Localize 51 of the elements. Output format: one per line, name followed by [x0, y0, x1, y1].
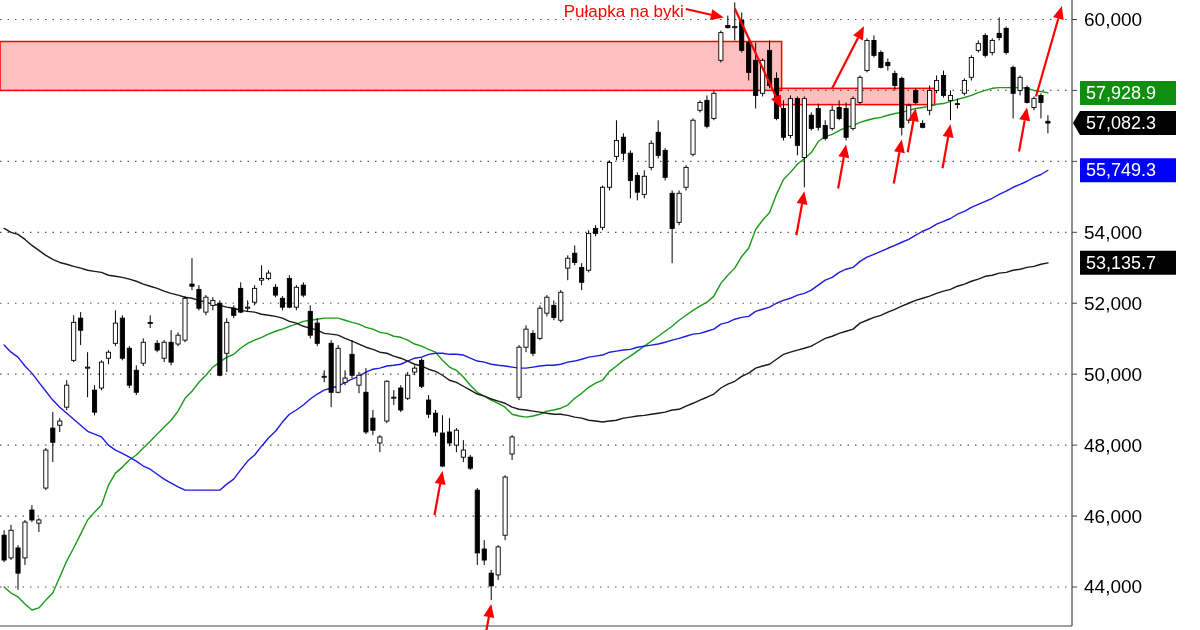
candlestick: [426, 394, 432, 419]
candlestick: [460, 439, 466, 463]
candlestick: [140, 337, 146, 367]
text: 53,135.7: [1086, 252, 1157, 273]
candlestick: [92, 384, 98, 416]
candlestick: [927, 84, 933, 116]
y-tick-label: 46,000: [1084, 505, 1143, 527]
y-tick-label: 50,000: [1084, 363, 1143, 385]
candlestick: [64, 379, 70, 411]
text: 55,749.3: [1086, 160, 1157, 181]
candlestick: [579, 262, 585, 291]
candlestick: [78, 311, 84, 346]
candlestick: [641, 169, 647, 199]
candlestick: [1045, 114, 1051, 134]
candlestick: [481, 539, 487, 566]
candlestick: [683, 164, 689, 191]
candlestick: [572, 244, 578, 266]
candlestick: [259, 264, 265, 286]
line-series: [3, 227, 1049, 423]
candlestick: [613, 119, 619, 161]
candlestick: [982, 32, 988, 58]
y-tick-label: 60,000: [1084, 9, 1143, 31]
line-series: [3, 169, 1049, 491]
annotation: Pułapka na byki: [563, 2, 684, 21]
text: 57,928.9: [1086, 82, 1157, 103]
y-tick-label: 48,000: [1084, 434, 1143, 456]
candlestick: [433, 409, 439, 437]
candlestick: [620, 132, 626, 161]
candlestick: [405, 371, 411, 401]
candlestick: [252, 284, 258, 306]
candlestick: [189, 257, 195, 291]
candlestick: [565, 254, 571, 281]
candlestick: [968, 54, 974, 82]
candlestick: [808, 111, 814, 132]
candlestick: [377, 434, 383, 453]
y-tick-label: 54,000: [1084, 221, 1143, 243]
candlestick: [947, 89, 954, 121]
candlestick: [85, 351, 91, 398]
y-tick-label: 52,000: [1084, 292, 1143, 314]
candlestick: [238, 281, 244, 314]
candlestick: [112, 309, 118, 347]
candlestick: [293, 284, 299, 311]
candlestick: [634, 171, 640, 201]
y-tick-label: 44,000: [1084, 576, 1143, 598]
text: 57,082.3: [1086, 113, 1157, 134]
candlestick: [509, 434, 515, 461]
candlestick: [50, 411, 56, 463]
candlestick: [453, 427, 459, 453]
candlestick: [940, 70, 947, 99]
candlestick: [133, 364, 139, 396]
candlestick: [446, 417, 452, 447]
